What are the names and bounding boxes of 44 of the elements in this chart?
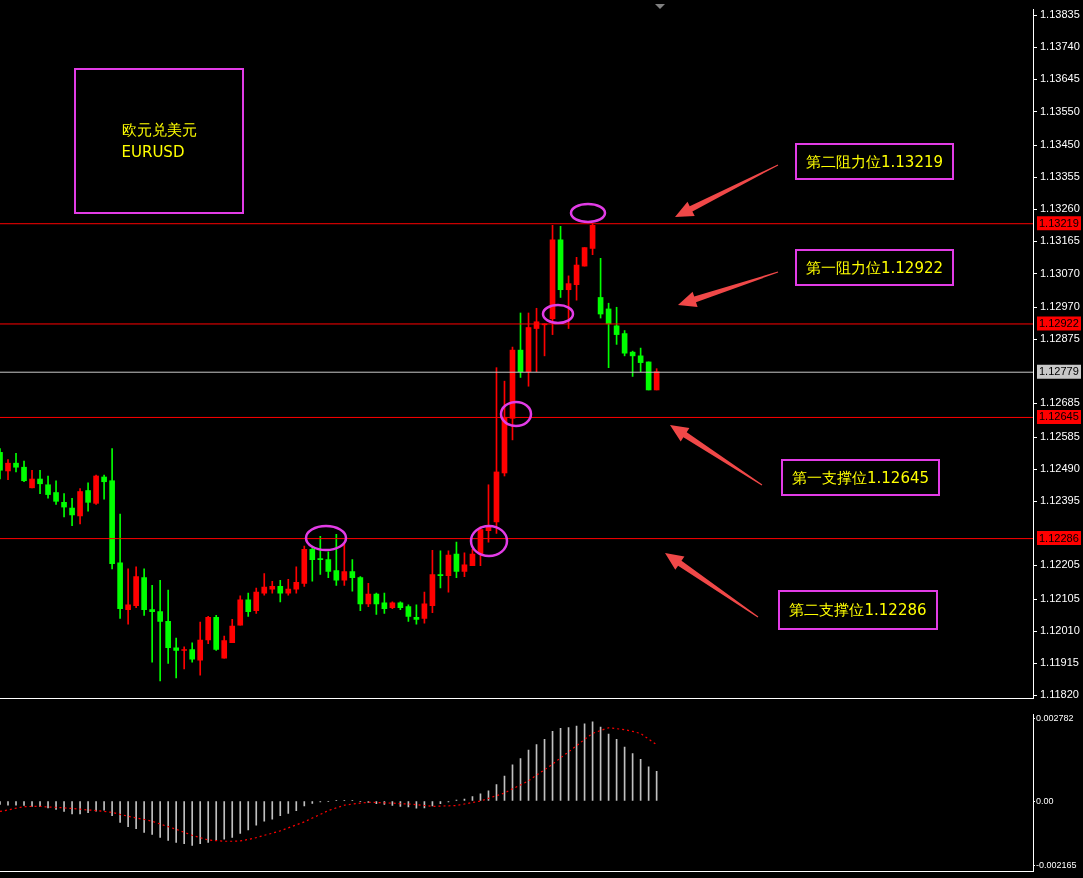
candlestick — [37, 469, 43, 494]
annotation: 第二支撑位1.12286 — [778, 590, 938, 630]
y-tick-label: 1.11820 — [1040, 688, 1079, 701]
y-tick-label: 0.00 — [1036, 795, 1054, 806]
ref-line-label: 1.12779 — [1039, 365, 1079, 378]
y-tick-label: 1.13355 — [1040, 170, 1080, 183]
candlestick — [101, 474, 107, 500]
annotation: 第一阻力位1.12922 — [795, 249, 954, 286]
line-series — [0, 727, 658, 842]
candlestick — [181, 646, 188, 670]
annotation: 第一支撑位1.12645 — [781, 459, 940, 496]
annotation: 欧元兑美元 EURUSD — [74, 68, 244, 214]
y-tick-label: 1.13645 — [1040, 72, 1080, 85]
ref-line-label: 1.12286 — [1039, 531, 1079, 544]
y-tick-label: 1.12875 — [1040, 332, 1080, 345]
y-tick-label: 1.12490 — [1040, 462, 1080, 475]
y-tick-label: 1.12970 — [1040, 300, 1080, 313]
ref-line-label: 1.12645 — [1039, 410, 1079, 423]
y-tick-label: 1.13165 — [1040, 234, 1080, 247]
y-tick-label: 1.12395 — [1040, 494, 1080, 507]
candlestick — [317, 536, 324, 575]
y-tick-label: 1.13070 — [1040, 266, 1080, 279]
candlestick — [69, 497, 75, 526]
ref-line-label: 1.12922 — [1039, 316, 1079, 329]
ref-line-label: 1.13219 — [1039, 216, 1079, 229]
y-tick-label: 1.13835 — [1040, 8, 1080, 21]
y-tick-label: 1.12105 — [1040, 592, 1080, 605]
candlestick — [173, 637, 179, 679]
candlestick — [157, 579, 163, 682]
y-tick-label: 1.13260 — [1040, 202, 1080, 215]
y-tick-label: -0.002165 — [1036, 859, 1077, 870]
candlestick — [149, 585, 155, 663]
y-tick-label: 1.13550 — [1040, 104, 1080, 117]
candlestick — [125, 568, 131, 625]
y-tick-label: 1.12010 — [1040, 624, 1080, 637]
y-tick-label: 1.11915 — [1040, 656, 1079, 669]
y-tick-label: 1.12685 — [1040, 396, 1080, 409]
y-tick-label: 1.13450 — [1040, 138, 1080, 151]
y-tick-label: 0.002782 — [1036, 712, 1074, 723]
y-tick-label: 1.13740 — [1040, 40, 1080, 53]
annotation: 第二阻力位1.13219 — [795, 143, 954, 180]
candlestick — [61, 493, 67, 518]
y-tick-label: 1.12585 — [1040, 430, 1080, 443]
y-tick-label: 1.12205 — [1040, 558, 1080, 571]
